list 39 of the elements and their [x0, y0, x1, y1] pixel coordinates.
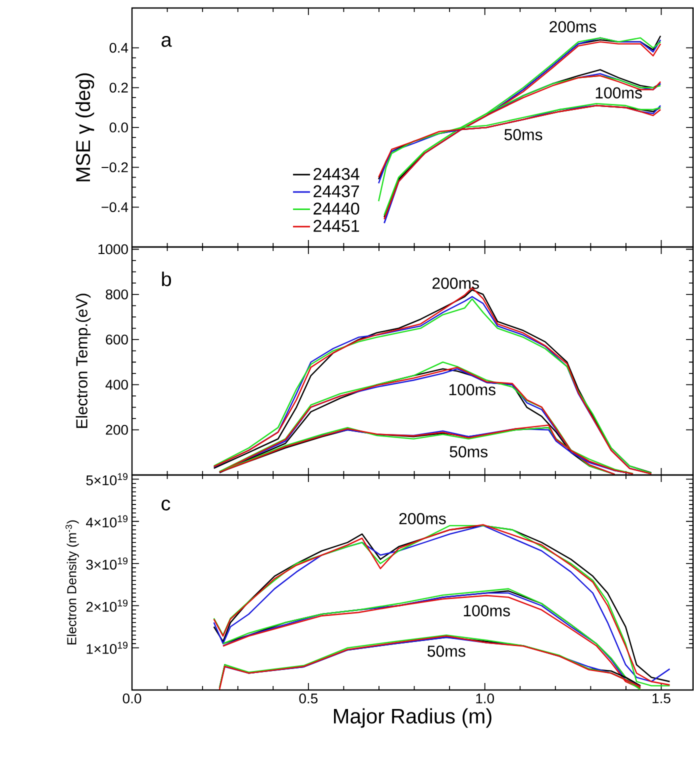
x-tick-label: 0.0 [122, 694, 142, 704]
y-tick-label: 5×10$^{19}$ [86, 473, 128, 486]
y-tick-label: 200 [106, 424, 128, 435]
annotation: 100ms [464, 605, 510, 616]
y-tick-label: 1000 [98, 244, 128, 254]
text: a [162, 36, 172, 47]
annotation: 50ms [428, 646, 466, 657]
x-tick-label: 1.0 [476, 694, 494, 704]
text: b [162, 272, 172, 286]
y-tick-label: 3×10$^{19}$ [86, 557, 128, 570]
y-axis-title: Electron Temp.(eV) [76, 294, 91, 428]
y-tick-label: 800 [106, 289, 128, 300]
y-tick-label: −0.4 [102, 202, 128, 212]
legend-label: 24440 [314, 202, 360, 215]
y-tick-label: 400 [106, 380, 128, 390]
legend-label: 24451 [314, 220, 360, 232]
y-tick-label: 0.4 [110, 42, 128, 53]
y-tick-label: 2×10$^{19}$ [86, 600, 128, 612]
annotation: 200ms [399, 513, 446, 524]
text: c [162, 500, 170, 511]
y-tick-label: 600 [106, 334, 128, 344]
x-tick-label: 0.5 [299, 694, 318, 704]
annotation: 100ms [449, 384, 496, 396]
annotation: 200ms [432, 278, 479, 289]
legend-label: 24437 [314, 185, 359, 198]
x-tick-label: 1.5 [652, 694, 670, 704]
y-tick-label: 4×10$^{19}$ [86, 515, 128, 528]
x-axis-title: Major Radius (m) [334, 708, 492, 728]
y-axis-title: MSE γ (deg) [76, 73, 94, 182]
legend-label: 24434 [314, 168, 360, 180]
annotation: 50ms [450, 446, 488, 458]
annotation: 100ms [596, 87, 642, 98]
y-tick-label: 0.0 [110, 122, 128, 132]
y-tick-label: 0.2 [110, 82, 128, 93]
y-axis-title: Electron Density (m$^{-3}$) [66, 520, 79, 644]
y-tick-label: 1×10$^{19}$ [86, 642, 128, 654]
y-tick-label: −0.2 [102, 162, 128, 172]
annotation: 50ms [504, 129, 542, 140]
annotation: 200ms [550, 21, 596, 32]
